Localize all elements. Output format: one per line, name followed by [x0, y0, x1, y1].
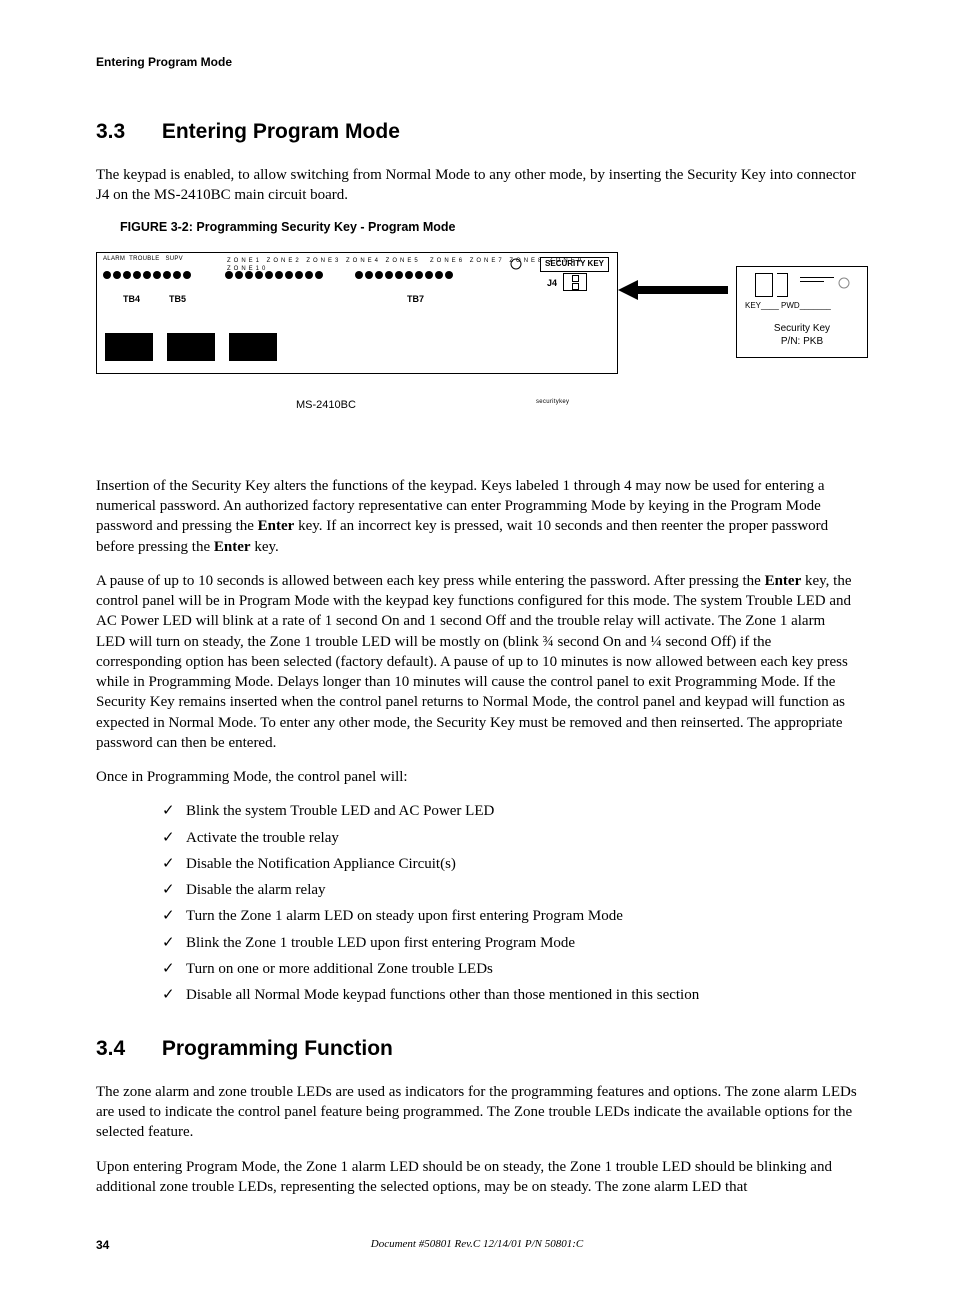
- page-number: 34: [96, 1238, 109, 1252]
- figure-3-2: ALARM TROUBLE SUPV ZONE1 ZONE2 ZONE3 ZON…: [96, 248, 858, 448]
- para-3-4-1: The zone alarm and zone trouble LEDs are…: [96, 1082, 858, 1143]
- para-3-3-3: A pause of up to 10 seconds is allowed b…: [96, 571, 858, 753]
- para-3-3-intro: The keypad is enabled, to allow switchin…: [96, 165, 858, 206]
- running-header: Entering Program Mode: [96, 54, 858, 70]
- para-3-4-2: Upon entering Program Mode, the Zone 1 a…: [96, 1157, 858, 1198]
- section-title: Programming Function: [162, 1037, 393, 1060]
- figure-caption-prefix: FIGURE 3-2:: [120, 220, 193, 234]
- document-id-line: Document #50801 Rev.C 12/14/01 P/N 50801…: [371, 1237, 583, 1252]
- enter-key-1: Enter: [258, 518, 295, 534]
- tb4-label: TB4: [123, 293, 140, 305]
- para-3-3-4: Once in Programming Mode, the control pa…: [96, 767, 858, 787]
- security-key-detail: KEY____ PWD_______ Security Key P/N: PKB: [736, 266, 868, 358]
- arrow-icon: [618, 280, 728, 300]
- circle-icon: [509, 257, 523, 271]
- text-run: key, the control panel will be in Progra…: [96, 573, 852, 751]
- check-item: Blink the system Trouble LED and AC Powe…: [162, 801, 858, 821]
- figure-caption: FIGURE 3-2: Programming Security Key - P…: [120, 219, 858, 236]
- model-label: MS-2410BC: [296, 398, 356, 413]
- section-title: Entering Program Mode: [162, 120, 400, 143]
- check-item: Turn on one or more additional Zone trou…: [162, 959, 858, 979]
- pcb-tiny-labels-left: ALARM TROUBLE SUPV: [103, 255, 183, 263]
- section-heading-3-4: 3.4 Programming Function: [96, 1035, 858, 1063]
- security-key-box: SECURITY KEY: [540, 257, 609, 272]
- checklist: Blink the system Trouble LED and AC Powe…: [162, 801, 858, 1005]
- terminal-block-mid2: [355, 271, 455, 283]
- enter-key-2: Enter: [214, 539, 251, 555]
- j4-label: J4: [547, 277, 557, 289]
- terminal-block-left: [103, 271, 193, 283]
- tiny-right-label: securitykey: [536, 398, 569, 406]
- pcb-outline: ALARM TROUBLE SUPV ZONE1 ZONE2 ZONE3 ZON…: [96, 252, 618, 374]
- terminal-block-mid1: [225, 271, 325, 283]
- check-item: Activate the trouble relay: [162, 828, 858, 848]
- check-item: Disable the alarm relay: [162, 880, 858, 900]
- check-item: Disable all Normal Mode keypad functions…: [162, 985, 858, 1005]
- j4-connector: [563, 273, 587, 291]
- black-box-2: [167, 333, 215, 361]
- tb7-label: TB7: [407, 293, 424, 305]
- section-heading-3-3: 3.3 Entering Program Mode: [96, 118, 858, 146]
- figure-caption-text: Programming Security Key - Program Mode: [196, 220, 455, 234]
- key-circle-icon: [838, 277, 850, 289]
- black-box-3: [229, 333, 277, 361]
- text-run: key.: [251, 539, 279, 555]
- black-box-1: [105, 333, 153, 361]
- tb5-label: TB5: [169, 293, 186, 305]
- section-number: 3.3: [96, 118, 156, 146]
- para-3-3-2: Insertion of the Security Key alters the…: [96, 476, 858, 557]
- check-item: Turn the Zone 1 alarm LED on steady upon…: [162, 906, 858, 926]
- section-number: 3.4: [96, 1035, 156, 1063]
- text-run: A pause of up to 10 seconds is allowed b…: [96, 573, 765, 589]
- key-part-label: Security Key P/N: PKB: [737, 322, 867, 349]
- check-item: Blink the Zone 1 trouble LED upon first …: [162, 933, 858, 953]
- check-item: Disable the Notification Appliance Circu…: [162, 854, 858, 874]
- key-pwd-line: KEY____ PWD_______: [737, 301, 867, 312]
- enter-key-3: Enter: [765, 573, 802, 589]
- page-footer: 34 Document #50801 Rev.C 12/14/01 P/N 50…: [96, 1237, 858, 1254]
